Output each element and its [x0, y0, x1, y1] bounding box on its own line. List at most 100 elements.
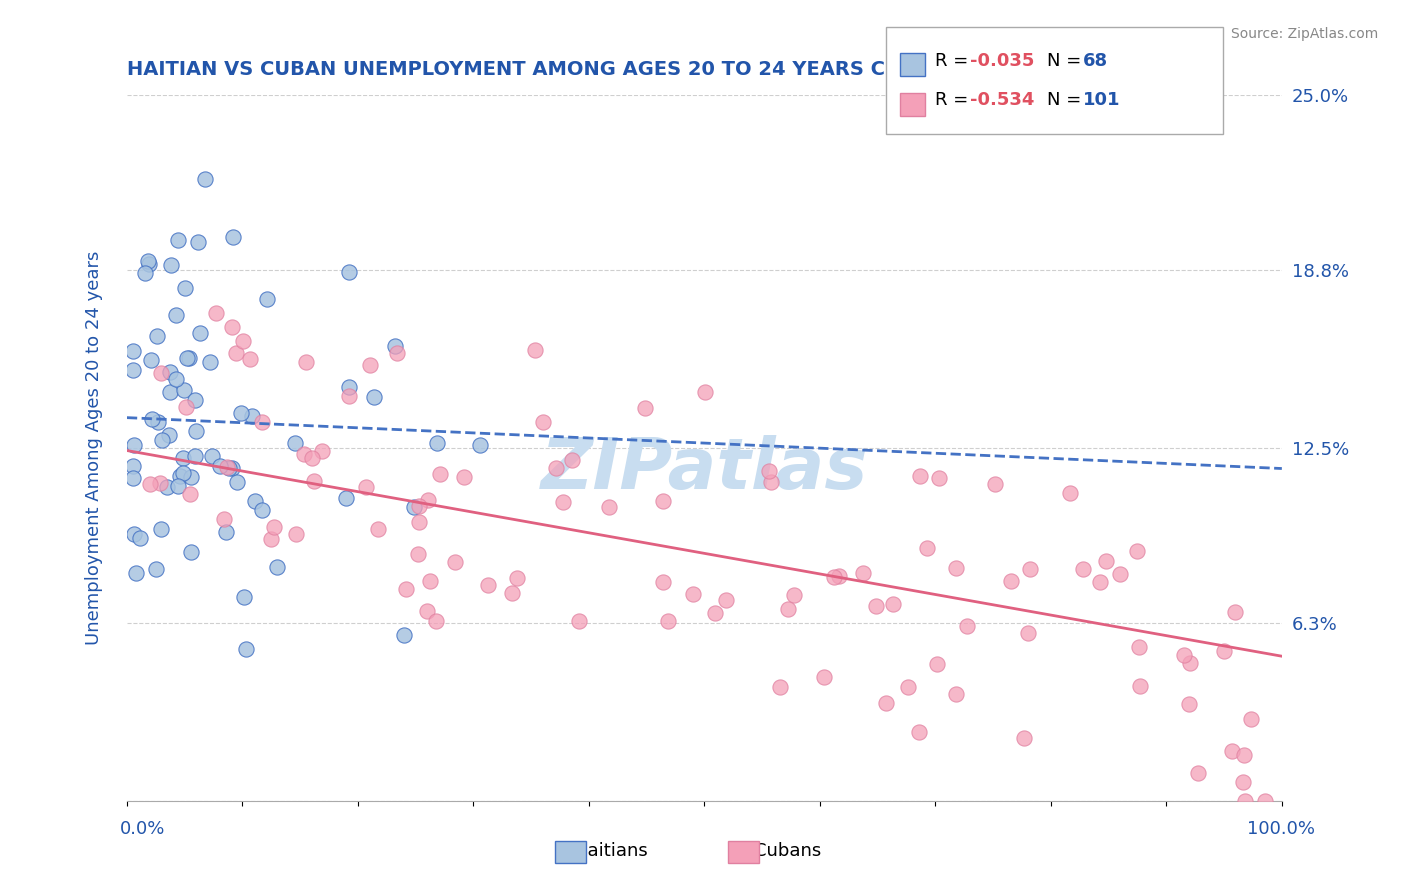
Point	[179, 351, 201, 366]
Point	[426, 435, 449, 450]
Point	[1233, 748, 1256, 763]
Point	[634, 401, 657, 415]
Point	[172, 450, 194, 465]
Point	[311, 443, 333, 458]
Point	[652, 575, 675, 590]
Point	[149, 366, 172, 380]
Point	[828, 569, 851, 583]
Point	[122, 458, 145, 473]
Point	[174, 400, 197, 414]
Point	[408, 515, 430, 529]
Point	[956, 618, 979, 632]
Point	[354, 480, 377, 494]
Point	[156, 480, 179, 494]
Point	[1225, 605, 1247, 619]
Point	[233, 590, 256, 604]
Text: 100.0%: 100.0%	[1247, 820, 1315, 838]
Point	[1233, 794, 1256, 808]
Point	[174, 280, 197, 294]
Point	[240, 409, 263, 424]
Text: -0.534: -0.534	[970, 91, 1035, 109]
Point	[416, 493, 439, 508]
Point	[1240, 712, 1263, 726]
Point	[395, 582, 418, 596]
Point	[125, 566, 148, 581]
Point	[1059, 486, 1081, 500]
Point	[194, 172, 217, 186]
Point	[419, 574, 441, 588]
Point	[1071, 561, 1094, 575]
Text: ZIPatlas: ZIPatlas	[541, 434, 868, 504]
Point	[908, 469, 931, 483]
Point	[284, 435, 307, 450]
Point	[165, 372, 187, 386]
Point	[682, 587, 704, 601]
Point	[404, 500, 426, 515]
Point	[915, 541, 938, 556]
Point	[425, 614, 447, 628]
Point	[169, 468, 191, 483]
Point	[218, 460, 240, 475]
Point	[453, 470, 475, 484]
Point	[477, 578, 499, 592]
Point	[406, 547, 429, 561]
Point	[221, 461, 243, 475]
Point	[212, 511, 235, 525]
Text: 0.0%: 0.0%	[120, 820, 165, 838]
Point	[337, 265, 360, 279]
Text: Source: ZipAtlas.com: Source: ZipAtlas.com	[1230, 27, 1378, 41]
Point	[758, 464, 780, 478]
Point	[945, 560, 967, 574]
Point	[385, 346, 408, 360]
Point	[1012, 731, 1035, 746]
Point	[167, 479, 190, 493]
Point	[415, 604, 437, 618]
Point	[134, 266, 156, 280]
Point	[139, 476, 162, 491]
Point	[292, 447, 315, 461]
Point	[551, 495, 574, 509]
Point	[295, 355, 318, 369]
Point	[1017, 625, 1039, 640]
Point	[897, 680, 920, 694]
Point	[501, 585, 523, 599]
Point	[205, 306, 228, 320]
Point	[256, 293, 278, 307]
Point	[363, 390, 385, 404]
Text: Haitians: Haitians	[575, 842, 648, 860]
Point	[652, 493, 675, 508]
Point	[778, 602, 800, 616]
Point	[783, 587, 806, 601]
Point	[180, 470, 202, 484]
Point	[384, 339, 406, 353]
Point	[337, 389, 360, 403]
Text: -0.035: -0.035	[970, 52, 1035, 70]
Point	[1213, 644, 1236, 658]
Point	[568, 614, 591, 628]
Text: N =: N =	[1047, 91, 1087, 109]
Point	[1129, 679, 1152, 693]
Text: 68: 68	[1083, 52, 1108, 70]
Point	[695, 384, 717, 399]
Text: R =: R =	[935, 52, 974, 70]
Text: 101: 101	[1083, 91, 1121, 109]
Point	[145, 562, 167, 576]
Point	[136, 254, 159, 268]
Point	[908, 724, 931, 739]
Point	[139, 353, 162, 368]
Point	[149, 475, 172, 490]
Point	[190, 326, 212, 340]
Point	[129, 531, 152, 545]
Point	[122, 527, 145, 541]
Text: HAITIAN VS CUBAN UNEMPLOYMENT AMONG AGES 20 TO 24 YEARS CORRELATION CHART: HAITIAN VS CUBAN UNEMPLOYMENT AMONG AGES…	[127, 60, 1104, 78]
Point	[121, 471, 143, 485]
Point	[716, 593, 738, 607]
Point	[337, 380, 360, 394]
Point	[759, 475, 782, 489]
Point	[145, 329, 167, 343]
Point	[813, 670, 835, 684]
Point	[208, 459, 231, 474]
Text: Cubans: Cubans	[754, 842, 821, 860]
Point	[229, 406, 252, 420]
Point	[187, 235, 209, 250]
